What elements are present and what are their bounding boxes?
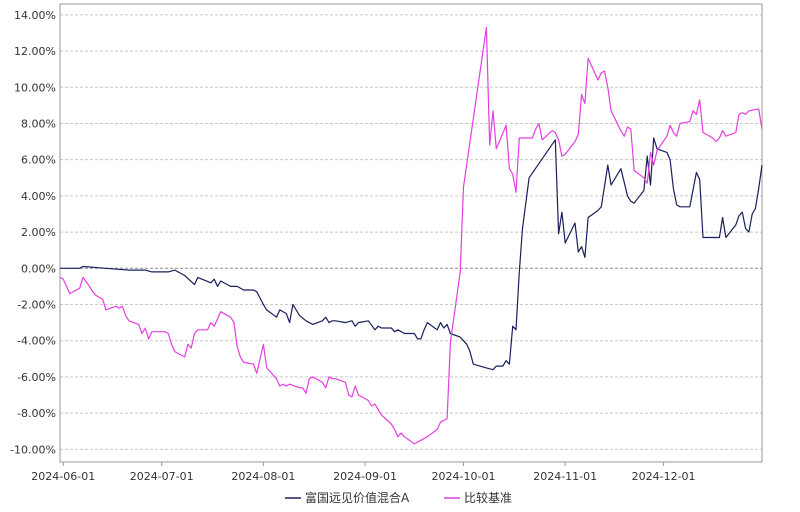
y-tick-label: -8.00% [17, 407, 56, 420]
y-tick-label: 14.00% [14, 9, 56, 22]
x-tick-label: 2024-11-01 [533, 470, 597, 483]
series-line-benchmark [59, 26, 763, 445]
plot-frame [59, 3, 763, 463]
y-tick-label: 12.00% [14, 45, 56, 58]
x-tick-label: 2024-10-01 [432, 470, 496, 483]
legend-label-benchmark: 比较基准 [464, 490, 512, 505]
y-tick-label: -10.00% [10, 443, 56, 456]
x-tick-label: 2024-07-01 [130, 470, 194, 483]
y-tick-label: 2.00% [21, 226, 56, 239]
y-tick-label: 6.00% [21, 154, 56, 167]
x-tick-label: 2024-12-01 [632, 470, 696, 483]
x-tick-label: 2024-08-01 [231, 470, 295, 483]
x-tick-label: 2024-09-01 [333, 470, 397, 483]
series-lines [59, 26, 763, 445]
y-axis: 14.00% 12.00% 10.00% 8.00% 6.00% 4.00% 2.00% 0.… [10, 9, 56, 456]
y-tick-label: -4.00% [17, 335, 56, 348]
x-axis: 2024-06-01 2024-07-01 2024-08-01 2024-09-01… [31, 462, 696, 483]
grid-lines [60, 14, 762, 450]
y-tick-label: 8.00% [21, 117, 56, 130]
y-tick-label: 4.00% [21, 190, 56, 203]
legend: 富国远见价值混合A 比较基准 [285, 490, 512, 505]
series-line-fund [60, 137, 763, 371]
legend-label-fund: 富国远见价值混合A [305, 490, 410, 505]
y-tick-label: -2.00% [17, 299, 56, 312]
x-tick-label: 2024-06-01 [31, 470, 95, 483]
y-tick-label: -6.00% [17, 371, 56, 384]
y-tick-label: 10.00% [14, 81, 56, 94]
y-tick-label: 0.00% [21, 262, 56, 275]
